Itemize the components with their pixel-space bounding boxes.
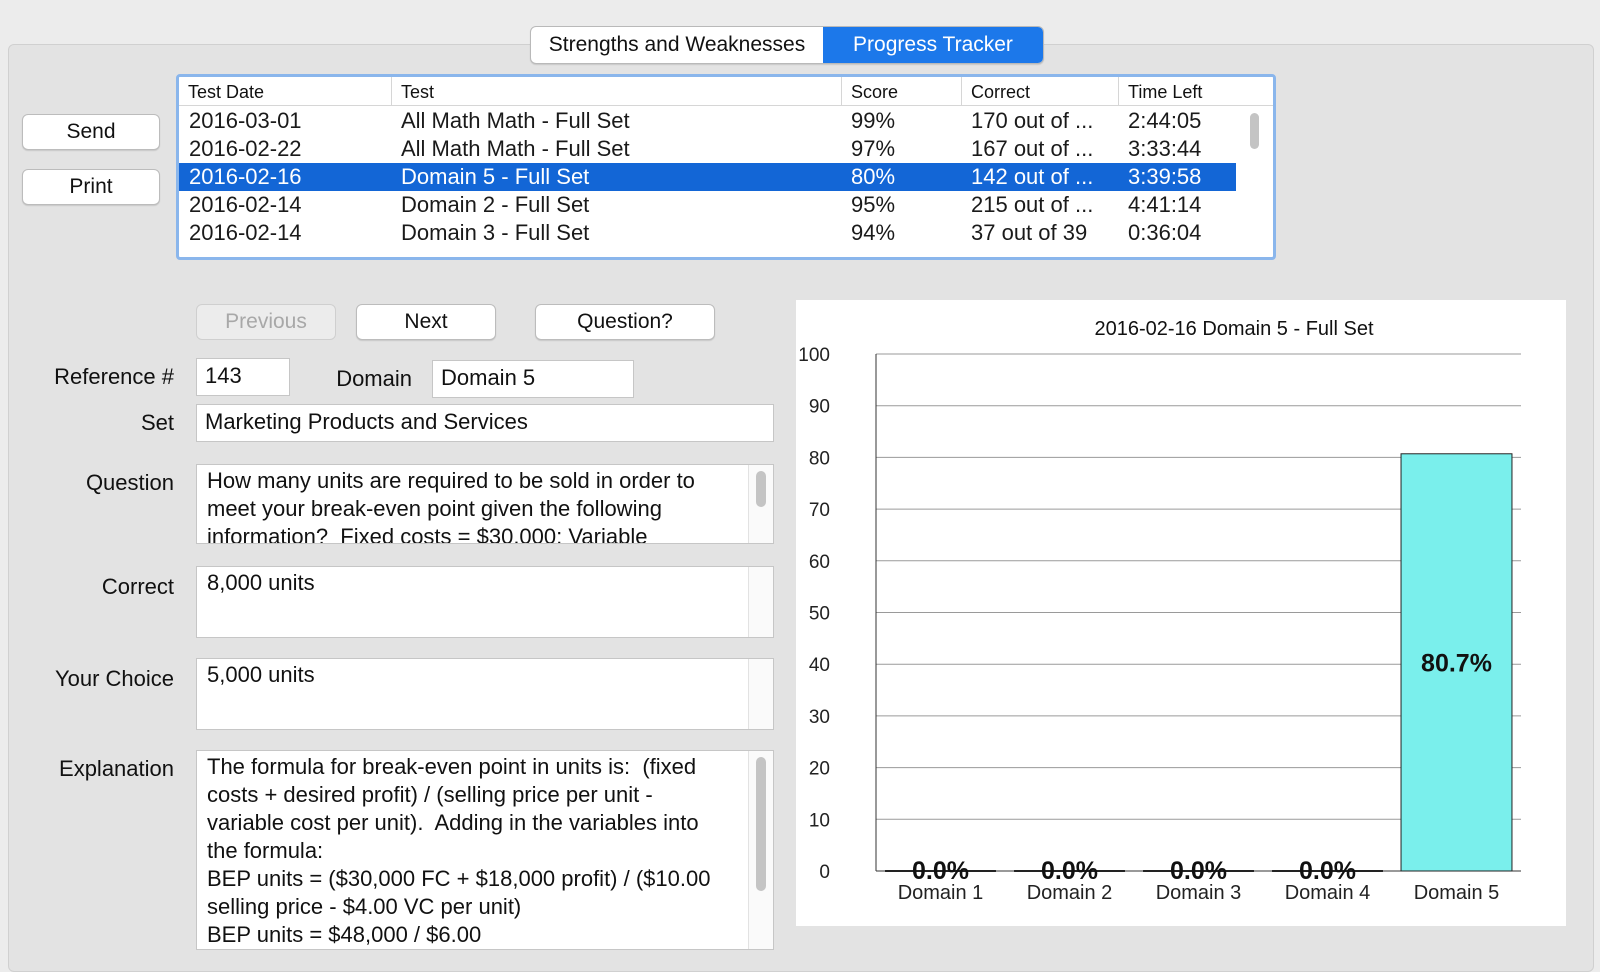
cell-test-date: 2016-02-16 (189, 164, 302, 189)
correct-textarea[interactable]: 8,000 units (196, 566, 774, 638)
question-text: How many units are required to be sold i… (207, 468, 702, 544)
results-table[interactable]: Test Date Test Score Correct Time Left 2… (176, 74, 1276, 260)
reference-label: Reference # (54, 364, 174, 389)
cell-time-left: 0:36:04 (1128, 220, 1202, 245)
cell-score: 94% (851, 220, 896, 245)
cell-correct: 142 out of ... (971, 164, 1094, 189)
domain-score-chart: 2016-02-16 Domain 5 - Full Set 0 10 20 30 40… (796, 300, 1566, 926)
bar (1400, 453, 1513, 872)
your-choice-textarea[interactable]: 5,000 units (196, 658, 774, 730)
tab-bar: Strengths and Weaknesses Progress Tracke… (530, 26, 1044, 64)
tab-strengths-weaknesses[interactable]: Strengths and Weaknesses (548, 33, 806, 56)
data-label: 0.0% (1299, 857, 1356, 885)
y-tick-label: 10 (809, 810, 830, 831)
correct-scrollbar[interactable] (748, 567, 773, 637)
domain-field[interactable]: Domain 5 (432, 360, 634, 398)
your-choice-label: Your Choice (54, 666, 174, 691)
send-button[interactable]: Send (22, 114, 160, 150)
domain-label: Domain (336, 366, 412, 391)
table-row-selected[interactable]: 2016-02-16 Domain 5 - Full Set 80% 142 o… (179, 163, 1236, 191)
explanation-text: The formula for break-even point in unit… (207, 754, 711, 947)
your-choice-text: 5,000 units (207, 662, 315, 687)
y-tick-label: 90 (809, 397, 830, 418)
y-tick-label: 70 (809, 500, 830, 521)
x-tick-label: Domain 5 (1414, 882, 1500, 904)
cell-time-left: 4:41:14 (1128, 192, 1202, 217)
cell-correct: 167 out of ... (971, 136, 1094, 161)
table-row[interactable]: 2016-03-01 All Math Math - Full Set 99% … (179, 107, 1236, 135)
data-label: 0.0% (1041, 857, 1098, 885)
y-tick-label: 60 (809, 552, 830, 573)
x-tick-label: Domain 2 (1027, 882, 1113, 904)
explanation-label: Explanation (59, 756, 174, 781)
table-scrollbar[interactable] (1250, 113, 1259, 149)
explanation-textarea[interactable]: The formula for break-even point in unit… (196, 750, 774, 950)
correct-label: Correct (101, 574, 174, 599)
cell-test: Domain 2 - Full Set (401, 192, 590, 217)
explanation-scrollbar[interactable] (748, 751, 773, 949)
cell-test-date: 2016-02-14 (189, 220, 302, 245)
cell-test: Domain 5 - Full Set (401, 164, 590, 189)
tab-progress-tracker[interactable]: Progress Tracker (823, 27, 1043, 63)
column-header-test[interactable]: Test (391, 77, 841, 105)
y-tick-label: 100 (798, 345, 830, 366)
column-header-score[interactable]: Score (841, 77, 961, 105)
cell-test: All Math Math - Full Set (401, 108, 630, 133)
next-button[interactable]: Next (356, 304, 496, 340)
table-row[interactable]: 2016-02-14 Domain 3 - Full Set 94% 37 ou… (179, 219, 1236, 247)
table-row[interactable]: 2016-02-14 Domain 2 - Full Set 95% 215 o… (179, 191, 1236, 219)
table-header: Test Date Test Score Correct Time Left (179, 77, 1273, 106)
question-scrollbar[interactable] (748, 465, 773, 543)
cell-correct: 170 out of ... (971, 108, 1094, 133)
cell-test: Domain 3 - Full Set (401, 220, 590, 245)
y-tick-label: 40 (809, 655, 830, 676)
cell-correct: 37 out of 39 (971, 220, 1088, 245)
cell-time-left: 3:33:44 (1128, 136, 1202, 161)
y-tick-label: 20 (809, 759, 830, 780)
previous-button[interactable]: Previous (196, 304, 336, 340)
set-label: Set (140, 410, 174, 435)
cell-test-date: 2016-02-22 (189, 136, 302, 161)
question-button[interactable]: Question? (535, 304, 715, 340)
question-scroll-thumb[interactable] (756, 471, 766, 507)
your-choice-scrollbar[interactable] (748, 659, 773, 729)
column-header-time-left[interactable]: Time Left (1118, 77, 1273, 105)
y-tick-label: 30 (809, 707, 830, 728)
data-label: 0.0% (1170, 857, 1227, 885)
cell-time-left: 2:44:05 (1128, 108, 1202, 133)
chart-title: 2016-02-16 Domain 5 - Full Set (1094, 318, 1373, 340)
reference-field[interactable]: 143 (196, 358, 290, 396)
cell-time-left: 3:39:58 (1128, 164, 1202, 189)
cell-test: All Math Math - Full Set (401, 136, 630, 161)
y-tick-label: 0 (819, 862, 830, 883)
explanation-scroll-thumb[interactable] (756, 757, 766, 891)
cell-test-date: 2016-02-14 (189, 192, 302, 217)
y-tick-label: 50 (809, 604, 830, 625)
column-header-correct[interactable]: Correct (961, 77, 1118, 105)
column-header-test-date[interactable]: Test Date (188, 82, 265, 102)
cell-correct: 215 out of ... (971, 192, 1094, 217)
correct-text: 8,000 units (207, 570, 315, 595)
question-label: Question (85, 470, 174, 495)
cell-score: 97% (851, 136, 896, 161)
chart-canvas: 2016-02-16 Domain 5 - Full Set 0 10 20 30 40… (798, 318, 1521, 904)
y-tick-label: 80 (809, 448, 830, 469)
cell-score: 99% (851, 108, 896, 133)
print-button[interactable]: Print (22, 169, 160, 205)
data-label: 80.7% (1421, 649, 1492, 677)
cell-score: 95% (851, 192, 896, 217)
table-row[interactable]: 2016-02-22 All Math Math - Full Set 97% … (179, 135, 1236, 163)
question-textarea[interactable]: How many units are required to be sold i… (196, 464, 774, 544)
data-label: 0.0% (912, 857, 969, 885)
x-tick-label: Domain 1 (898, 882, 984, 904)
cell-score: 80% (851, 164, 896, 189)
x-tick-label: Domain 3 (1156, 882, 1242, 904)
x-tick-label: Domain 4 (1285, 882, 1371, 904)
set-field[interactable]: Marketing Products and Services (196, 404, 774, 442)
cell-test-date: 2016-03-01 (189, 108, 302, 133)
